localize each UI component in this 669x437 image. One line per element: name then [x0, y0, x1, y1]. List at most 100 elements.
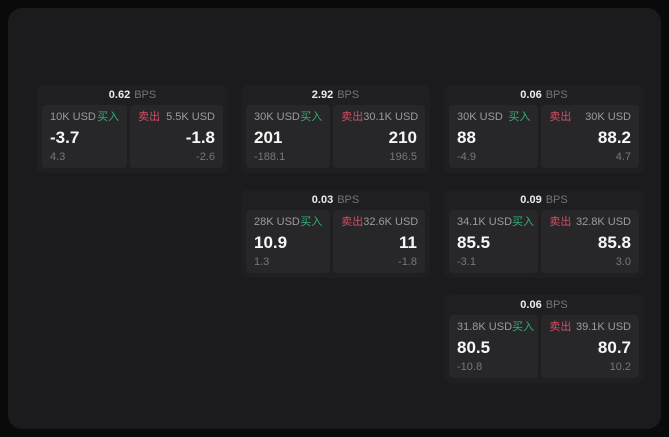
sell-tile[interactable]: 卖出 5.5K USD -1.8 -2.6: [130, 105, 223, 168]
card-header: 2.92 BPS: [246, 85, 425, 105]
card-body: 34.1K USD 买入 85.5 -3.1 卖出 32.8K USD 85.8…: [449, 210, 639, 273]
sell-tile[interactable]: 卖出 30K USD 88.2 4.7: [541, 105, 639, 168]
sell-price: 210: [388, 127, 417, 147]
trading-board: 0.62 BPS 10K USD 买入 -3.7 4.3 卖出 5.5K USD…: [8, 8, 661, 429]
sell-delta: -1.8: [398, 256, 417, 268]
buy-tile-header: 30K USD 买入: [254, 111, 322, 123]
sell-label: 卖出: [341, 111, 364, 123]
bps-value: 2.92: [311, 89, 334, 101]
buy-tile-header: 34.1K USD 买入: [457, 216, 534, 228]
buy-price: 85.5: [457, 232, 491, 252]
buy-delta: -4.9: [457, 151, 476, 163]
card-body: 31.8K USD 买入 80.5 -10.8 卖出 39.1K USD 80.…: [449, 315, 639, 378]
sell-tile[interactable]: 卖出 39.1K USD 80.7 10.2: [541, 315, 639, 378]
buy-delta: 4.3: [50, 151, 66, 163]
bps-unit: BPS: [134, 89, 157, 101]
sell-price: -1.8: [185, 127, 215, 147]
sell-tile[interactable]: 卖出 32.8K USD 85.8 3.0: [541, 210, 639, 273]
sell-size: 39.1K USD: [575, 321, 631, 333]
buy-tile-header: 10K USD 买入: [50, 111, 119, 123]
card-header: 0.09 BPS: [449, 190, 639, 210]
sell-tile-header: 卖出 39.1K USD: [549, 321, 631, 333]
quote-card-3: 0.06 BPS 30K USD 买入 88 -4.9 卖出 30K USD 8…: [444, 85, 644, 173]
quote-card-2: 2.92 BPS 30K USD 买入 201 -188.1 卖出 30.1K …: [241, 85, 430, 173]
sell-size: 32.8K USD: [575, 216, 631, 228]
bps-value: 0.03: [311, 194, 334, 206]
buy-label: 买入: [300, 216, 323, 228]
buy-size: 30K USD: [254, 111, 300, 123]
bps-unit: BPS: [337, 194, 360, 206]
buy-price: 88: [457, 127, 476, 147]
buy-price: 10.9: [254, 232, 288, 252]
buy-tile[interactable]: 31.8K USD 买入 80.5 -10.8: [449, 315, 539, 378]
buy-delta: 1.3: [254, 256, 270, 268]
buy-label: 买入: [97, 111, 120, 123]
sell-label: 卖出: [341, 216, 364, 228]
buy-size: 34.1K USD: [457, 216, 513, 228]
bps-value: 0.62: [108, 89, 131, 101]
sell-size: 30K USD: [585, 111, 631, 123]
sell-price: 11: [399, 232, 417, 252]
card-body: 30K USD 买入 88 -4.9 卖出 30K USD 88.2 4.7: [449, 105, 639, 168]
bps-unit: BPS: [337, 89, 360, 101]
sell-delta: 10.2: [609, 361, 631, 373]
quote-card-5: 0.09 BPS 34.1K USD 买入 85.5 -3.1 卖出 32.8K…: [444, 190, 644, 278]
sell-tile-header: 卖出 5.5K USD: [138, 111, 215, 123]
sell-label: 卖出: [549, 321, 572, 333]
sell-delta: 196.5: [389, 151, 417, 163]
buy-label: 买入: [512, 321, 535, 333]
sell-tile[interactable]: 卖出 30.1K USD 210 196.5: [333, 105, 425, 168]
buy-size: 10K USD: [50, 111, 96, 123]
buy-size: 31.8K USD: [457, 321, 513, 333]
sell-price: 85.8: [597, 232, 631, 252]
buy-label: 买入: [300, 111, 323, 123]
quote-card-1: 0.62 BPS 10K USD 买入 -3.7 4.3 卖出 5.5K USD…: [37, 85, 228, 173]
buy-tile-header: 31.8K USD 买入: [457, 321, 534, 333]
bps-unit: BPS: [545, 89, 568, 101]
buy-delta: -3.1: [457, 256, 476, 268]
sell-size: 30.1K USD: [363, 111, 419, 123]
card-header: 0.06 BPS: [449, 295, 639, 315]
sell-size: 5.5K USD: [166, 111, 215, 123]
card-body: 28K USD 买入 10.9 1.3 卖出 32.6K USD 11 -1.8: [246, 210, 425, 273]
sell-delta: 3.0: [615, 256, 631, 268]
sell-tile-header: 卖出 30K USD: [549, 111, 631, 123]
quote-card-4: 0.03 BPS 28K USD 买入 10.9 1.3 卖出 32.6K US…: [241, 190, 430, 278]
sell-label: 卖出: [549, 111, 572, 123]
buy-tile[interactable]: 10K USD 买入 -3.7 4.3: [42, 105, 128, 168]
bps-value: 0.06: [520, 89, 542, 101]
buy-tile[interactable]: 30K USD 买入 88 -4.9: [449, 105, 539, 168]
buy-tile[interactable]: 28K USD 买入 10.9 1.3: [246, 210, 331, 273]
sell-size: 32.6K USD: [363, 216, 419, 228]
buy-price: -3.7: [50, 127, 80, 147]
card-body: 30K USD 买入 201 -188.1 卖出 30.1K USD 210 1…: [246, 105, 425, 168]
buy-label: 买入: [512, 216, 535, 228]
buy-tile-header: 28K USD 买入: [254, 216, 322, 228]
bps-value: 0.09: [520, 194, 542, 206]
buy-tile[interactable]: 30K USD 买入 201 -188.1: [246, 105, 331, 168]
sell-tile-header: 卖出 32.6K USD: [341, 216, 419, 228]
buy-size: 30K USD: [457, 111, 503, 123]
sell-delta: -2.6: [196, 151, 215, 163]
bps-unit: BPS: [545, 299, 568, 311]
sell-tile-header: 卖出 30.1K USD: [341, 111, 419, 123]
sell-tile-header: 卖出 32.8K USD: [549, 216, 631, 228]
buy-delta: -10.8: [457, 361, 483, 373]
buy-delta: -188.1: [254, 151, 286, 163]
bps-unit: BPS: [545, 194, 568, 206]
buy-tile[interactable]: 34.1K USD 买入 85.5 -3.1: [449, 210, 539, 273]
sell-delta: 4.7: [615, 151, 631, 163]
sell-label: 卖出: [549, 216, 572, 228]
buy-label: 买入: [508, 111, 531, 123]
bps-value: 0.06: [520, 299, 542, 311]
quote-card-6: 0.06 BPS 31.8K USD 买入 80.5 -10.8 卖出 39.1…: [444, 295, 644, 383]
card-header: 0.62 BPS: [42, 85, 223, 105]
sell-price: 80.7: [597, 337, 631, 357]
sell-price: 88.2: [597, 127, 631, 147]
card-header: 0.06 BPS: [449, 85, 639, 105]
buy-price: 201: [254, 127, 283, 147]
buy-tile-header: 30K USD 买入: [457, 111, 530, 123]
sell-tile[interactable]: 卖出 32.6K USD 11 -1.8: [333, 210, 425, 273]
buy-price: 80.5: [457, 337, 491, 357]
card-body: 10K USD 买入 -3.7 4.3 卖出 5.5K USD -1.8 -2.…: [42, 105, 223, 168]
